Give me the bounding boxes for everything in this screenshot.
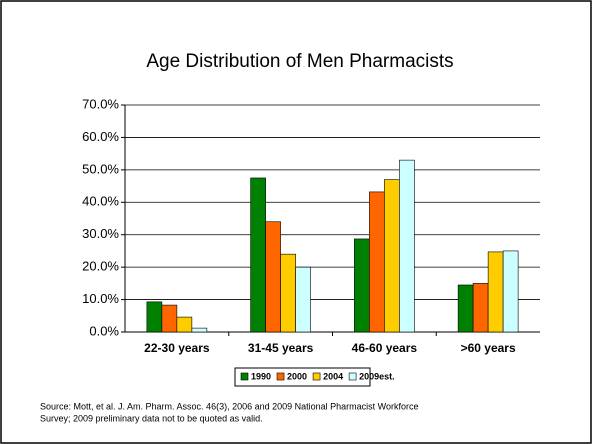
- legend-label: 2000: [287, 371, 307, 381]
- bar: [250, 177, 266, 333]
- legend-swatch: [240, 372, 249, 381]
- bar: [384, 179, 400, 333]
- legend-swatch: [276, 372, 285, 381]
- y-tick-label: 60.0%: [82, 129, 119, 144]
- legend-swatch: [312, 372, 321, 381]
- source-note: Source: Mott, et al. J. Am. Pharm. Assoc…: [40, 401, 419, 411]
- bar: [265, 221, 281, 333]
- x-tick-label: >60 years: [461, 341, 516, 355]
- bar: [487, 251, 504, 333]
- x-tick-label: 22-30 years: [144, 341, 210, 355]
- x-tick-label: 31-45 years: [248, 341, 314, 355]
- legend-swatch: [348, 372, 357, 381]
- legend-label: 1990: [251, 371, 271, 381]
- source-note: Survey; 2009 preliminary data not to be …: [40, 413, 263, 423]
- bar: [161, 304, 178, 333]
- bar: [472, 283, 489, 333]
- bar: [457, 284, 474, 333]
- bar: [295, 266, 311, 333]
- bar: [354, 238, 370, 333]
- x-tick-label: 46-60 years: [352, 341, 418, 355]
- y-tick-label: 70.0%: [82, 96, 119, 111]
- y-tick-label: 30.0%: [82, 226, 119, 241]
- bar: [146, 301, 163, 333]
- bar: [502, 250, 519, 333]
- y-tick-label: 10.0%: [82, 291, 119, 306]
- bar: [369, 191, 385, 333]
- y-tick-label: 50.0%: [82, 161, 119, 176]
- legend-label: 2004: [323, 371, 343, 381]
- legend-label: 2009est.: [359, 371, 395, 381]
- bar: [176, 316, 193, 333]
- bar: [191, 327, 208, 333]
- y-tick-label: 20.0%: [82, 259, 119, 274]
- y-tick-label: 40.0%: [82, 194, 119, 209]
- y-tick-label: 0.0%: [89, 323, 119, 338]
- bar: [280, 253, 296, 333]
- bar: [399, 159, 415, 333]
- chart-title: Age Distribution of Men Pharmacists: [146, 51, 453, 72]
- legend-box: [234, 367, 371, 387]
